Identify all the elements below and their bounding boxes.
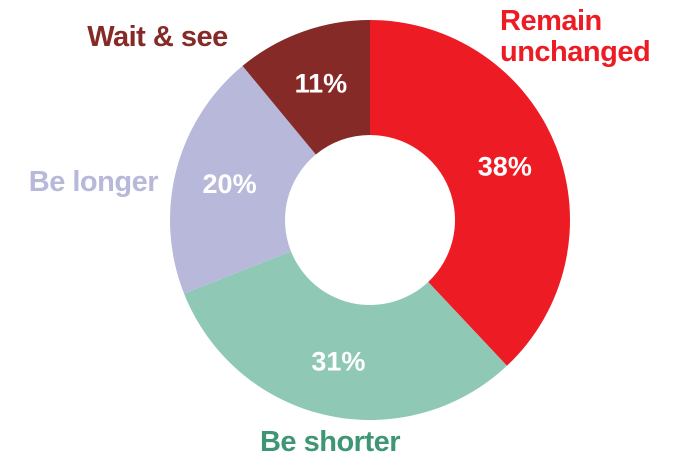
donut-segment	[242, 19, 370, 155]
donut-segment	[370, 20, 570, 366]
value-label: 38%	[478, 152, 532, 182]
category-label: Wait & see	[87, 21, 228, 53]
value-label: 20%	[203, 169, 257, 199]
donut-segment	[184, 251, 507, 420]
donut-segment	[169, 65, 316, 294]
category-label: Be shorter	[259, 426, 401, 458]
value-label: 11%	[295, 69, 348, 99]
category-label: Remain unchanged	[500, 5, 651, 68]
category-label: Be longer	[28, 166, 159, 198]
value-label: 31%	[311, 347, 365, 377]
